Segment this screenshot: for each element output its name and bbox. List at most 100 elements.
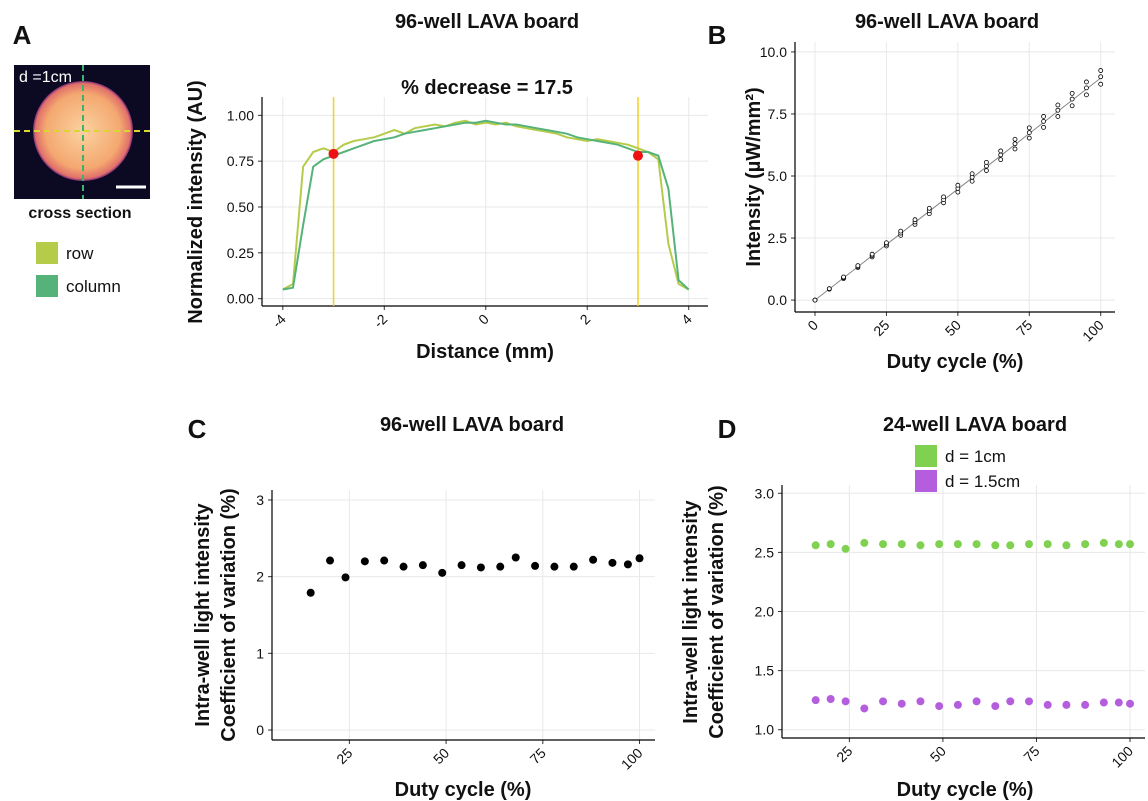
data-point [1069, 90, 1075, 96]
y-tick-label: 0 [256, 722, 264, 738]
y-tick-label: 7.5 [768, 106, 788, 122]
x-tick-label: 50 [927, 743, 949, 765]
x-axis-label: Duty cycle (%) [897, 779, 1034, 801]
data-point [953, 700, 962, 709]
data-point [998, 152, 1004, 158]
data-point [826, 694, 835, 703]
x-tick-label: 25 [833, 743, 855, 765]
y-axis-label: Intensity (µW/mm²) [743, 87, 765, 266]
data-point [984, 159, 989, 165]
data-point [589, 555, 598, 564]
data-point [1114, 698, 1123, 707]
series-line [282, 119, 690, 291]
data-point [1099, 538, 1108, 547]
data-point [1126, 540, 1135, 549]
x-tick-label: 50 [942, 317, 964, 339]
data-point [916, 541, 925, 550]
panel-label: D [718, 414, 737, 444]
data-point [531, 561, 540, 570]
y-axis-label: Intra-well light intensity [192, 502, 214, 726]
data-point [1098, 68, 1104, 73]
y-tick-label: 1.5 [755, 663, 775, 679]
x-tick-label: 100 [1108, 743, 1136, 771]
legend-swatch [915, 445, 937, 467]
x-tick-label: -2 [370, 311, 390, 331]
legend-label: d = 1.5cm [945, 472, 1020, 491]
data-point [1062, 700, 1071, 709]
data-point [1026, 130, 1032, 135]
data-point [998, 157, 1004, 163]
data-point [855, 263, 861, 268]
data-point [399, 562, 408, 571]
data-point [1126, 699, 1135, 708]
data-point [811, 541, 820, 550]
data-point [1006, 697, 1015, 706]
y-axis-label: Normalized intensity (AU) [185, 80, 207, 323]
data-point [860, 538, 869, 547]
x-tick-label: 100 [618, 745, 646, 773]
data-point [1069, 103, 1075, 109]
x-axis-label: Duty cycle (%) [395, 779, 532, 801]
chart-title: 96-well LAVA board [395, 11, 579, 33]
x-tick-label: -4 [269, 311, 289, 331]
data-point [1114, 540, 1123, 549]
data-point [1081, 540, 1090, 549]
y-axis-label: Coefficient of variation (%) [218, 488, 240, 741]
marker-point [632, 150, 643, 161]
y-tick-label: 10.0 [760, 44, 787, 60]
data-point [897, 699, 906, 708]
data-point [326, 556, 335, 565]
y-axis-label: Intra-well light intensity [680, 499, 702, 723]
y-tick-label: 3.0 [755, 485, 775, 501]
data-point [811, 696, 820, 705]
data-point [341, 573, 350, 582]
x-tick-label: 50 [430, 745, 452, 767]
data-point [1081, 700, 1090, 709]
data-point [935, 540, 944, 549]
data-point [1043, 700, 1052, 709]
data-point [841, 544, 850, 553]
x-tick-label: 75 [527, 745, 549, 767]
data-point [884, 240, 889, 246]
data-point [511, 553, 520, 562]
y-tick-label: 3 [256, 492, 264, 508]
data-point [1084, 92, 1089, 98]
data-point [569, 562, 578, 571]
x-axis-label: Distance (mm) [416, 341, 554, 363]
data-point [457, 561, 466, 570]
y-tick-label: 1.00 [227, 107, 254, 123]
data-point [1055, 107, 1061, 113]
data-point [991, 541, 1000, 550]
data-point [306, 588, 315, 597]
marker-point [328, 148, 339, 159]
x-tick-label: 75 [1020, 743, 1042, 765]
y-tick-label: 0.25 [227, 245, 254, 261]
data-point [869, 251, 875, 257]
data-point [969, 178, 975, 184]
data-point [1041, 124, 1046, 130]
data-point [635, 554, 644, 563]
data-point [608, 558, 617, 567]
data-point [916, 697, 925, 706]
data-point [1055, 102, 1061, 108]
y-tick-label: 1 [256, 645, 264, 661]
y-tick-label: 0.75 [227, 153, 254, 169]
y-tick-label: 5.0 [768, 168, 788, 184]
data-point [1026, 135, 1032, 141]
chart-title: 96-well LAVA board [855, 11, 1039, 33]
data-point [476, 563, 485, 572]
image-caption: cross section [28, 205, 131, 222]
chart-subtitle: % decrease = 17.5 [401, 77, 573, 99]
legend-swatch [36, 242, 58, 264]
legend-label: column [66, 277, 121, 296]
data-point [826, 286, 832, 292]
data-point [1055, 114, 1061, 119]
data-point [1062, 541, 1071, 550]
data-point [1043, 540, 1052, 549]
data-point [1069, 96, 1075, 102]
data-point [1084, 79, 1089, 85]
y-tick-label: 2.0 [755, 604, 775, 620]
data-point [972, 540, 981, 549]
data-point [1006, 541, 1015, 550]
chart-title: 24-well LAVA board [883, 414, 1067, 436]
